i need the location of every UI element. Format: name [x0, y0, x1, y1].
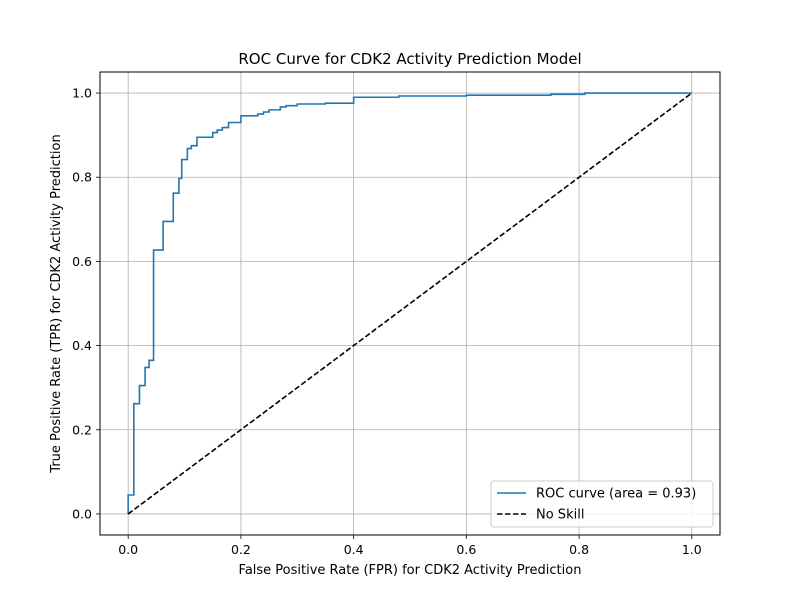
legend: ROC curve (area = 0.93) No Skill: [490, 480, 714, 528]
x-tick-label: 0.6: [456, 542, 476, 557]
x-axis-label: False Positive Rate (FPR) for CDK2 Activ…: [239, 563, 582, 578]
y-axis-label: True Positive Rate (TPR) for CDK2 Activi…: [49, 134, 64, 473]
x-tick-label: 0.4: [344, 542, 364, 557]
chart-title: ROC Curve for CDK2 Activity Prediction M…: [238, 50, 581, 68]
legend-box: [490, 480, 714, 528]
x-tick-label: 1.0: [682, 542, 702, 557]
series-layer: [127, 92, 693, 515]
y-tick-label: 0.8: [72, 170, 92, 185]
plot-frame: [99, 71, 721, 536]
y-tick-label: 1.0: [72, 86, 92, 101]
y-tick-label: 0.6: [72, 254, 92, 269]
y-tick-label: 0.2: [72, 422, 92, 437]
legend-label-no-skill: No Skill: [536, 508, 584, 523]
x-tick-label: 0.0: [118, 542, 138, 557]
x-tick-label: 0.8: [569, 542, 589, 557]
legend-label-roc: ROC curve (area = 0.93): [536, 487, 696, 502]
y-tick-label: 0.0: [72, 506, 92, 521]
roc-curve-line: [127, 92, 692, 514]
x-tick-label: 0.2: [231, 542, 251, 557]
axis-ticks: 0.0 0.2 0.4 0.6 0.8 1.0 0.0 0.2 0.4 0.6 0.8 1.0: [72, 86, 702, 557]
no-skill-line: [127, 92, 693, 515]
y-tick-label: 0.4: [72, 338, 92, 353]
